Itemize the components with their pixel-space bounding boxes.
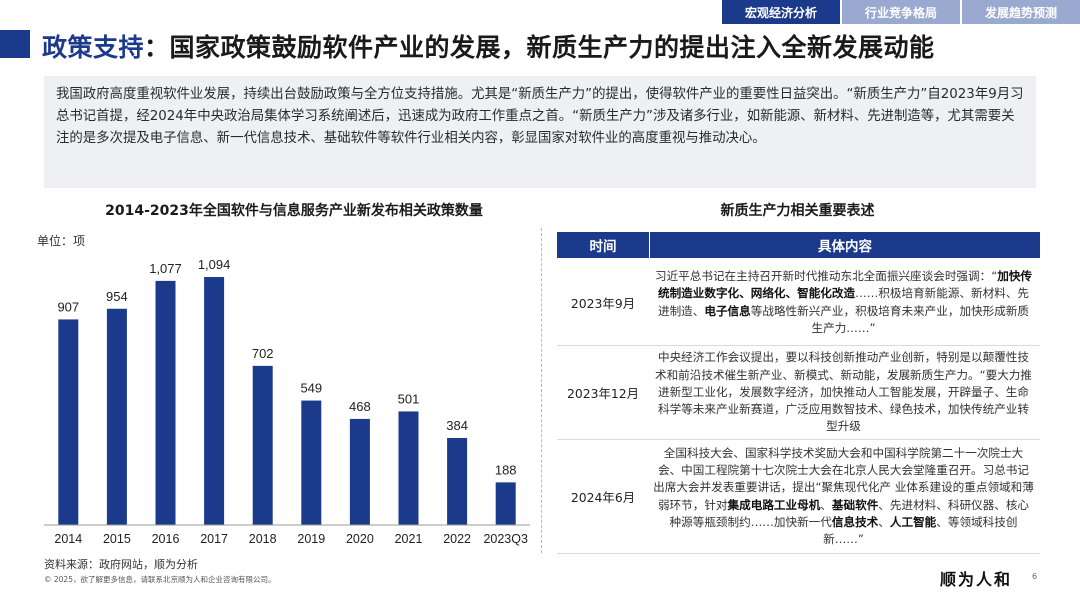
table-row-highlight: 人工智能 bbox=[889, 514, 937, 529]
chart-value-label: 468 bbox=[349, 399, 371, 414]
table-row-date: 2023年12月 bbox=[566, 385, 640, 401]
chart-unit-label: 单位：项 bbox=[37, 234, 86, 248]
chart-value-label: 501 bbox=[398, 391, 420, 406]
chart-category-label: 2022 bbox=[443, 532, 471, 546]
title-bar: 政策支持：国家政策鼓励软件产业的发展，新质生产力的提出注入全新发展动能 bbox=[0, 26, 1000, 62]
table-row-text: 、 bbox=[820, 497, 832, 512]
tab-competition[interactable]: 行业竞争格局 bbox=[840, 0, 960, 24]
title-accent-block bbox=[0, 30, 30, 58]
table-row-highlight: 集成电路工业母机 bbox=[727, 497, 821, 512]
chart-value-label: 188 bbox=[495, 462, 517, 477]
tab-macro-economy[interactable]: 宏观经济分析 bbox=[720, 0, 840, 24]
intro-box: 我国政府高度重视软件业发展，持续出台鼓励政策与全方位支持措施。尤其是“新质生产力… bbox=[44, 76, 1036, 188]
chart-bar bbox=[398, 411, 419, 525]
table-row-text: 、先进材料、科研仪器、核心种源等瓶颈制约……加快新一代 bbox=[669, 497, 1030, 529]
chart-category-label: 2016 bbox=[152, 532, 180, 546]
chart-bar bbox=[58, 319, 79, 525]
chart-value-label: 1,094 bbox=[198, 257, 231, 272]
table-row: 2024年6月 全国科技大会、国家科学技术奖励大会和中国科学院第二十一次院士大会… bbox=[557, 440, 1040, 554]
table-row-highlight: 信息技术 bbox=[831, 514, 879, 529]
chart-category-label: 2018 bbox=[249, 532, 277, 546]
chart-bar bbox=[495, 482, 516, 525]
table-row-highlight: 电子信息 bbox=[704, 303, 751, 318]
table-row-highlight: 加快传统制造业数字化、网络化、智能化改造 bbox=[657, 269, 1033, 301]
chart-bar bbox=[106, 308, 127, 525]
page-title: 政策支持：国家政策鼓励软件产业的发展，新质生产力的提出注入全新发展动能 bbox=[42, 28, 935, 64]
chart-value-label: 702 bbox=[252, 346, 274, 361]
chart-category-label: 2015 bbox=[103, 532, 131, 546]
page-number: 6 bbox=[1032, 572, 1038, 581]
chart-bar bbox=[301, 400, 322, 525]
section-divider bbox=[541, 228, 542, 553]
source-note: 资料来源：政府网站，顺为分析 bbox=[44, 558, 198, 571]
chart-title: 2014-2023年全国软件与信息服务产业新发布相关政策数量 bbox=[105, 203, 483, 219]
tab-trends[interactable]: 发展趋势预测 bbox=[960, 0, 1080, 24]
chart-bar bbox=[252, 365, 273, 525]
table-row-text: 中央经济工作会议提出，要以科技创新推动产业创新，特别是以颠覆性技术和前沿技术催生… bbox=[654, 350, 1032, 434]
table-row: 2023年9月 习近平总书记在主持召开新时代推动东北全面振兴座谈会时强调：“加快… bbox=[557, 260, 1040, 346]
table-row-content: 全国科技大会、国家科学技术奖励大会和中国科学院第二十一次院士大会、中国工程院第十… bbox=[649, 445, 1040, 548]
table-row-text: 、 bbox=[878, 514, 890, 529]
table-row-text: ……积极培育新能源、新材料、先进制造、 bbox=[657, 286, 1030, 318]
chart-category-label: 2019 bbox=[297, 532, 325, 546]
table-row-text: 等战略性新兴产业，积极培育未来产业，加快形成新质生产力……” bbox=[750, 303, 1030, 335]
top-nav-tabs: 宏观经济分析 行业竞争格局 发展趋势预测 bbox=[720, 0, 1080, 24]
chart-category-label: 2020 bbox=[346, 532, 374, 546]
chart-bar bbox=[155, 280, 176, 525]
chart-value-label: 549 bbox=[300, 381, 322, 396]
page-title-highlight: 政策支持 bbox=[42, 33, 145, 62]
chart-category-label: 2017 bbox=[200, 532, 228, 546]
table-row-highlight: 基础软件 bbox=[831, 497, 879, 512]
chart-value-label: 1,077 bbox=[149, 261, 182, 276]
table-row-text: 、等领域科技创新……” bbox=[823, 514, 1018, 546]
table-row: 2023年12月 中央经济工作会议提出，要以科技创新推动产业创新，特别是以颠覆性… bbox=[557, 346, 1040, 440]
table-header-content: 具体内容 bbox=[649, 232, 1040, 258]
chart-bar bbox=[349, 418, 370, 525]
table-row-text: 习近平总书记在主持召开新时代推动东北全面振兴座谈会时强调：“ bbox=[654, 269, 998, 284]
copyright-note: © 2025，欲了解更多信息，请联系北京顺为人和企业咨询有限公司。 bbox=[44, 575, 276, 584]
chart-bar bbox=[447, 437, 468, 525]
chart-category-label: 2021 bbox=[395, 532, 423, 546]
table-row-text: 全国科技大会、国家科学技术奖励大会和中国科学院第二十一次院士大会、中国工程院第十… bbox=[653, 445, 1034, 512]
table-row-date: 2024年6月 bbox=[570, 489, 636, 505]
table-row-content: 习近平总书记在主持召开新时代推动东北全面振兴座谈会时强调：“加快传统制造业数字化… bbox=[649, 268, 1040, 337]
table-header-time: 时间 bbox=[589, 239, 617, 255]
table-row-content: 中央经济工作会议提出，要以科技创新推动产业创新，特别是以颠覆性技术和前沿技术催生… bbox=[649, 349, 1040, 435]
chart-category-label: 2014 bbox=[54, 532, 82, 546]
chart-category-label: 2023Q3 bbox=[483, 532, 528, 546]
table-header: 时间 具体内容 bbox=[557, 232, 1040, 258]
brand-logo: 顺为人和 bbox=[940, 570, 1013, 589]
chart-value-label: 384 bbox=[446, 418, 468, 433]
intro-text: 我国政府高度重视软件业发展，持续出台鼓励政策与全方位支持措施。尤其是“新质生产力… bbox=[56, 87, 1024, 146]
bar-chart: 907 2014 954 2015 1,077 2016 1,094 2017 702 2018 5… bbox=[44, 257, 530, 546]
table-row-date: 2023年9月 bbox=[570, 295, 636, 311]
chart-value-label: 954 bbox=[106, 289, 128, 304]
chart-value-label: 907 bbox=[57, 299, 79, 314]
page-title-rest: ：国家政策鼓励软件产业的发展，新质生产力的提出注入全新发展动能 bbox=[144, 33, 935, 62]
table-title: 新质生产力相关重要表述 bbox=[720, 203, 875, 219]
chart-bar bbox=[204, 277, 225, 525]
